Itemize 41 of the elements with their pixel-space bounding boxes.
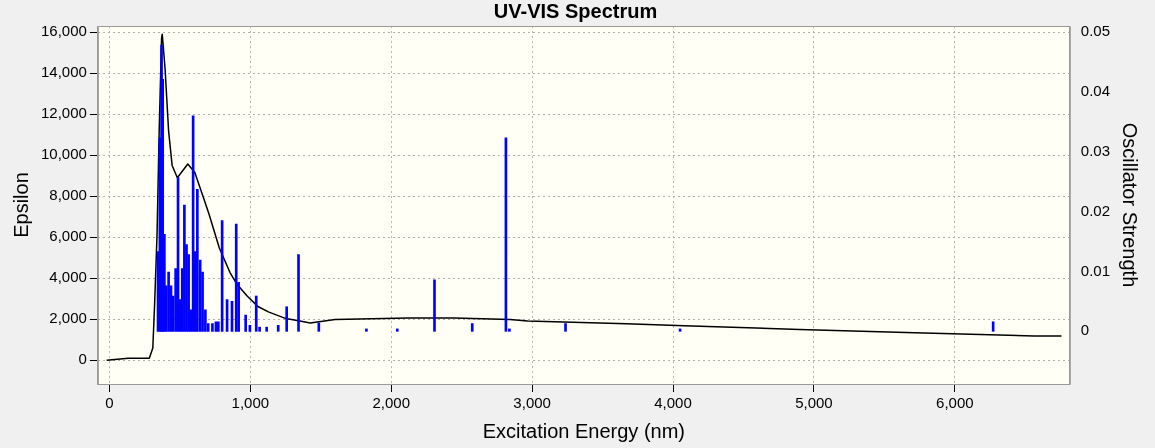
- x-tick-label: 0: [105, 394, 114, 412]
- x-tick-label: 3,000: [513, 394, 551, 412]
- y2-axis-title: Oscillator Strength: [1119, 122, 1142, 288]
- y-tick-label: 16,000: [40, 22, 87, 40]
- bar: [297, 254, 300, 332]
- y2-tick-label: 0.04: [1080, 81, 1111, 99]
- bar: [317, 322, 321, 332]
- y-tick-label: 10,000: [40, 145, 87, 163]
- y-tick-label: 6,000: [49, 227, 87, 245]
- x-tick-label: 4,000: [654, 394, 692, 412]
- y-tick-label: 0: [78, 350, 87, 368]
- x-tick-label: 5,000: [795, 394, 833, 412]
- y-tick-label: 14,000: [40, 63, 87, 81]
- bar: [196, 189, 199, 332]
- bar: [265, 326, 269, 332]
- y2-tick-label: 0.05: [1080, 22, 1111, 40]
- y-tick-label: 8,000: [49, 186, 87, 204]
- bar: [365, 328, 368, 332]
- bar: [285, 306, 289, 332]
- chart-title: UV-VIS Spectrum: [493, 0, 658, 22]
- y2-tick-label: 0.02: [1080, 201, 1111, 219]
- y-tick-label: 2,000: [49, 309, 87, 327]
- bar: [244, 314, 248, 332]
- bar: [433, 279, 436, 332]
- bar: [234, 223, 238, 332]
- x-tick-label: 2,000: [372, 394, 411, 412]
- x-tick-label: 1,000: [231, 394, 270, 412]
- y-tick-label: 4,000: [49, 268, 87, 286]
- bar: [276, 325, 280, 332]
- x-tick-label: 6,000: [936, 394, 974, 412]
- bar: [470, 323, 474, 332]
- y2-tick-label: 0: [1080, 321, 1090, 339]
- bar: [254, 295, 258, 332]
- bar: [564, 323, 567, 332]
- y-tick-label: 12,000: [40, 104, 87, 122]
- y-axis-title: Epsilon: [9, 172, 32, 238]
- y2-tick-label: 0.03: [1080, 141, 1111, 159]
- bar: [211, 323, 214, 332]
- y2-tick-label: 0.01: [1080, 261, 1111, 279]
- bar: [395, 328, 399, 332]
- x-axis-title: Excitation Energy (nm): [482, 419, 685, 442]
